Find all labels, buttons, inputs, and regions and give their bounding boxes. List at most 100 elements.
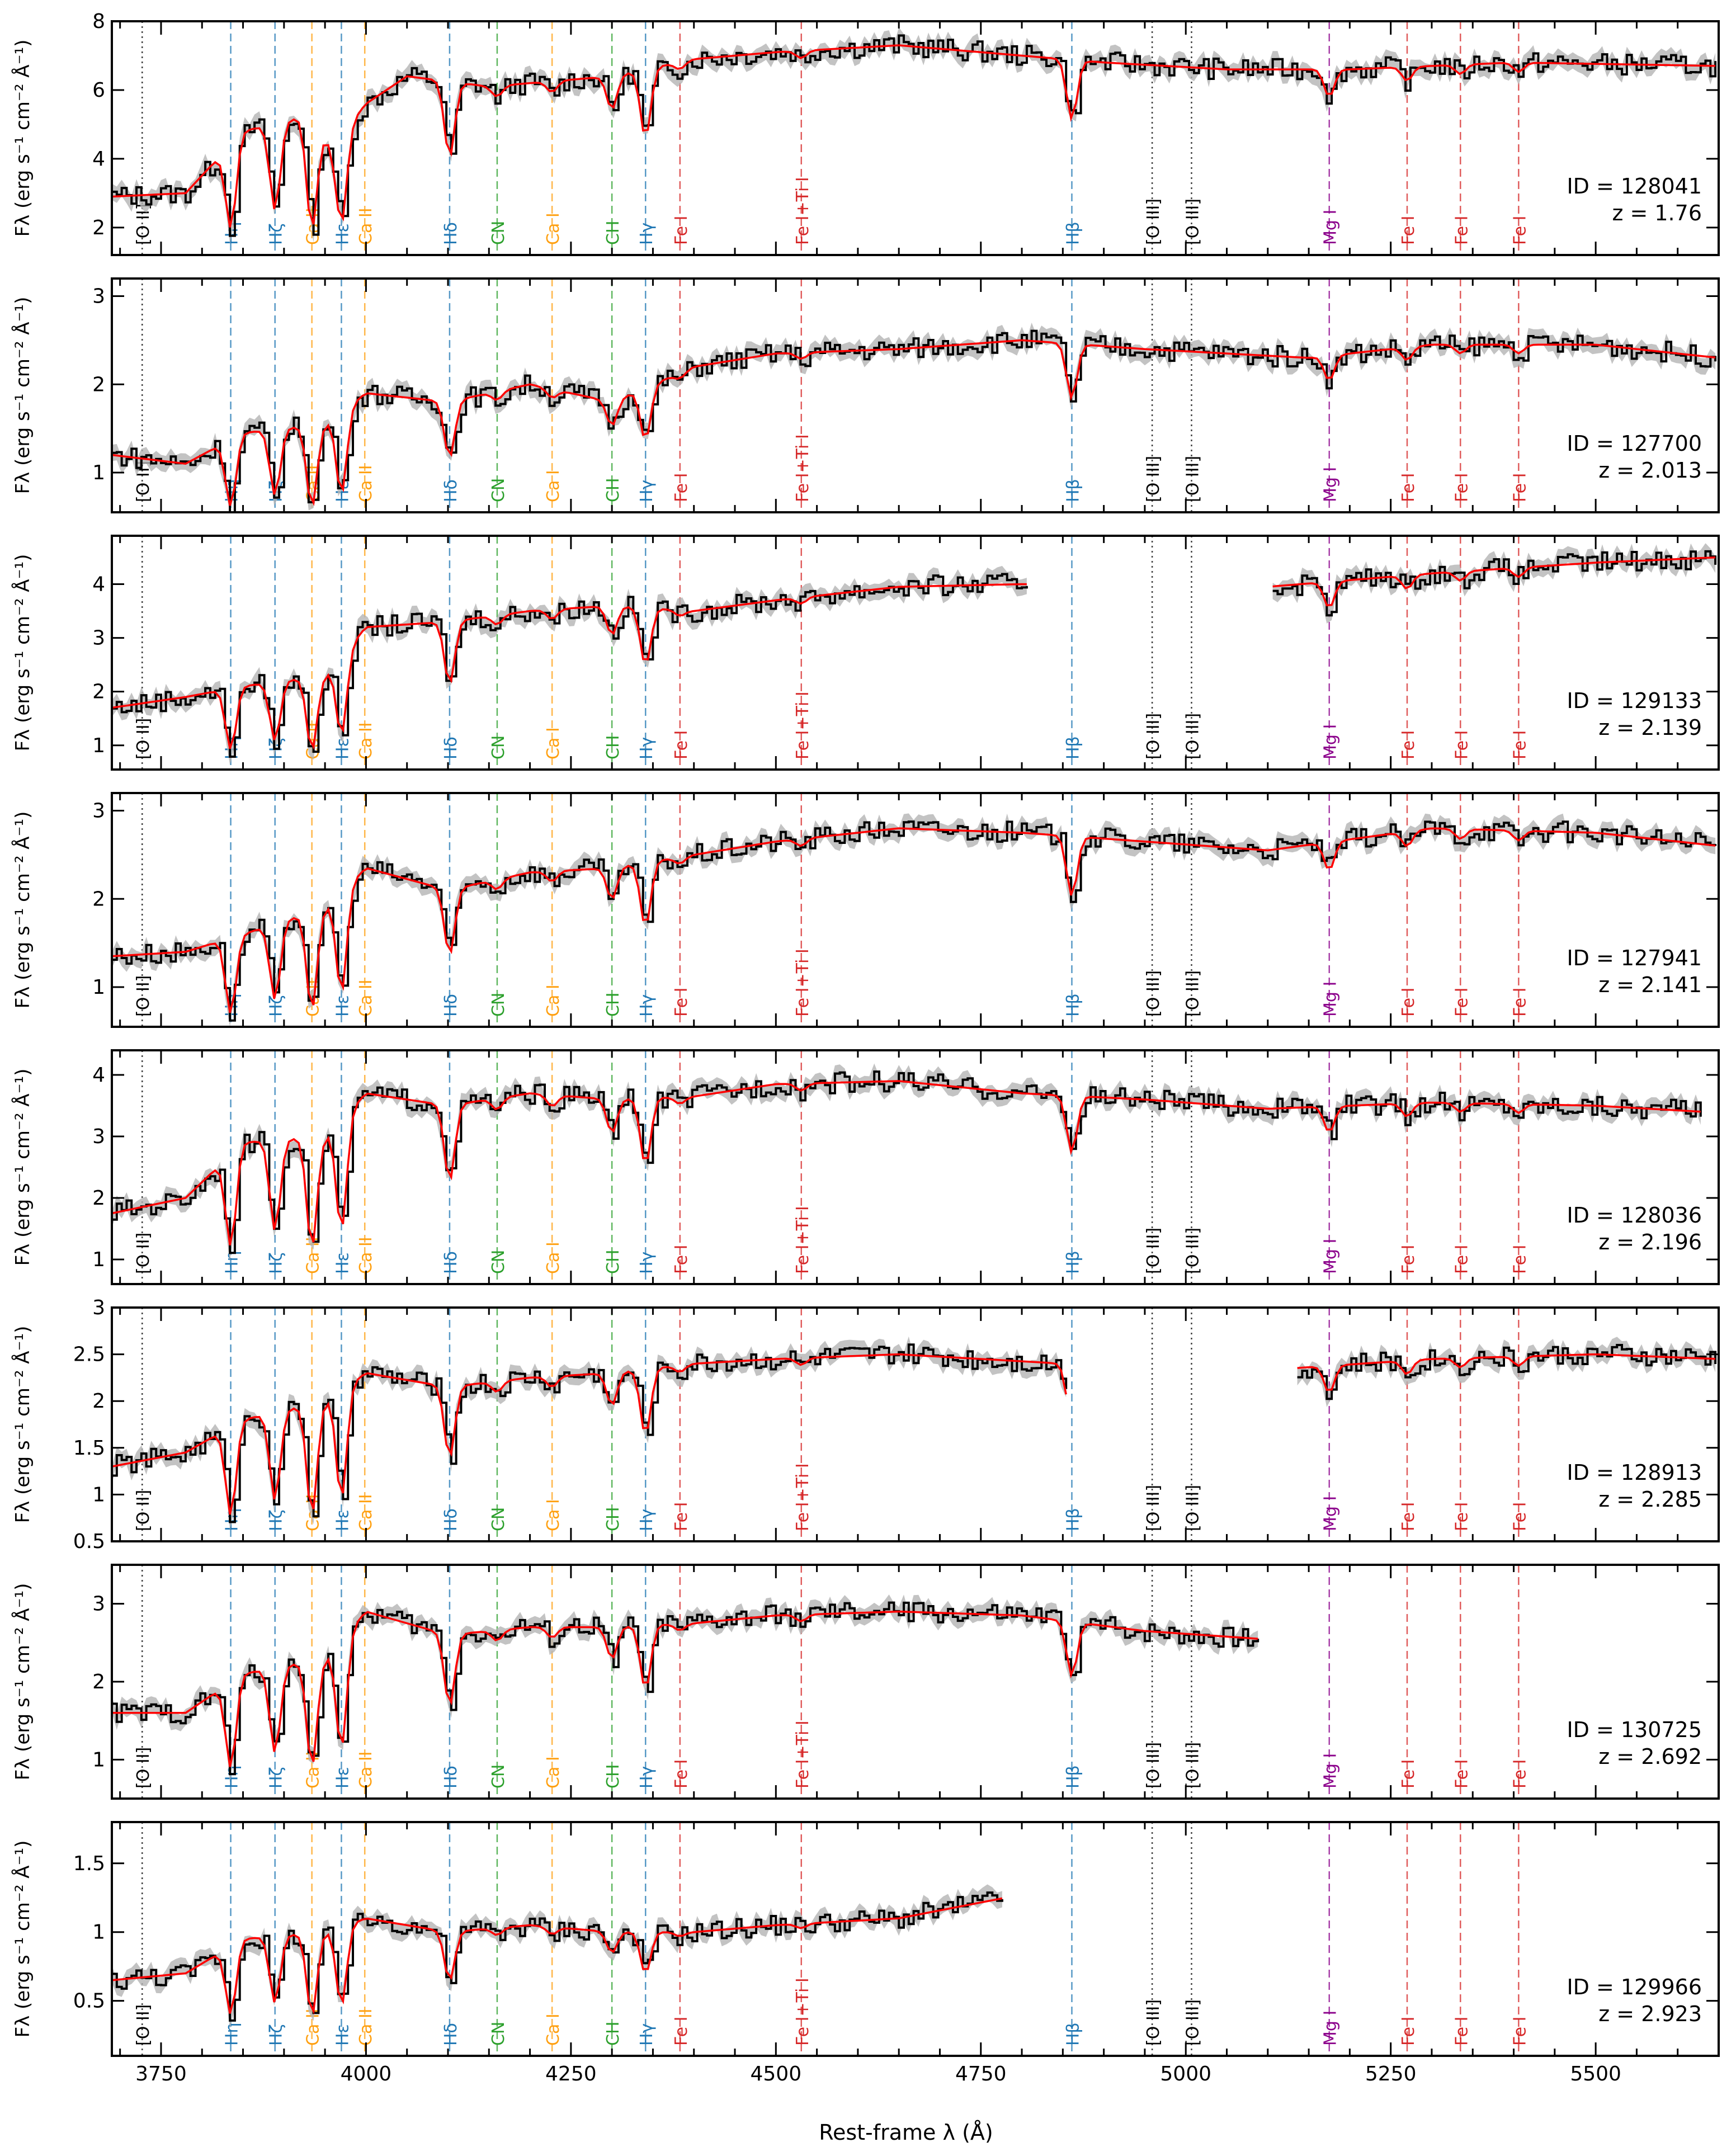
galaxy-id: ID = 128041 xyxy=(1567,174,1702,199)
y-tick-label: 4 xyxy=(92,148,105,171)
line-label: Hβ xyxy=(1063,1251,1083,1274)
line-label: Ca I xyxy=(544,470,563,502)
x-tick-label: 5000 xyxy=(1160,2063,1211,2085)
y-axis-label: Fλ (erg s⁻¹ cm⁻² Å⁻¹) xyxy=(11,1326,34,1523)
galaxy-id: ID = 127941 xyxy=(1567,946,1702,970)
y-tick-label: 2 xyxy=(92,681,105,704)
line-label: [O III] xyxy=(1144,970,1163,1017)
observed-spectrum xyxy=(112,573,1028,758)
line-label: Ca II xyxy=(356,1237,376,1274)
error-band xyxy=(112,1336,1067,1531)
line-label: Fe I xyxy=(1510,1502,1530,1531)
line-label: Hζ xyxy=(267,1252,286,1274)
observed-spectrum xyxy=(112,1343,1068,1523)
line-label: [O III] xyxy=(1183,713,1202,759)
line-label: Hγ xyxy=(637,994,657,1017)
line-label: Mg I xyxy=(1321,1496,1341,1531)
galaxy-id: ID = 129966 xyxy=(1567,1975,1702,1999)
x-tick-label: 5500 xyxy=(1570,2063,1621,2085)
y-tick-label: 1 xyxy=(92,976,105,999)
line-label: CN xyxy=(489,1507,508,1531)
line-label: Mg I xyxy=(1321,1239,1341,1274)
line-label: Ca I xyxy=(544,984,563,1017)
line-label: CH xyxy=(603,1507,623,1531)
line-label: Hβ xyxy=(1063,479,1083,502)
y-tick-label: 3 xyxy=(92,800,105,823)
panel-frame xyxy=(111,792,1720,1028)
y-axis-label: Fλ (erg s⁻¹ cm⁻² Å⁻¹) xyxy=(11,554,34,752)
line-label: Hδ xyxy=(441,222,461,245)
y-axis-label: Fλ (erg s⁻¹ cm⁻² Å⁻¹) xyxy=(11,297,34,494)
line-label: Fe I+Ti I xyxy=(793,434,813,502)
line-label: Fe I+Ti I xyxy=(793,949,813,1017)
line-label: Fe I xyxy=(1452,1502,1471,1531)
line-label: Mg I xyxy=(1321,982,1341,1017)
line-label: [O II] xyxy=(134,1747,153,1789)
line-label: Fe I+Ti I xyxy=(793,1978,813,2046)
line-label: [O III] xyxy=(1183,199,1202,245)
error-band xyxy=(1272,543,1716,624)
line-label: Hδ xyxy=(441,737,461,759)
line-label: Fe I xyxy=(1510,2017,1530,2046)
y-tick-label: 2 xyxy=(92,888,105,910)
y-tick-label: 2 xyxy=(92,1390,105,1413)
line-label: Hβ xyxy=(1063,993,1083,1017)
line-label: Hγ xyxy=(637,2023,657,2046)
line-label: Hβ xyxy=(1063,2022,1083,2046)
y-tick-label: 1 xyxy=(92,1248,105,1271)
y-tick-label: 3 xyxy=(92,1593,105,1616)
error-band xyxy=(112,27,1716,244)
line-label: [O II] xyxy=(134,1233,153,1274)
line-label: Hδ xyxy=(441,994,461,1017)
line-label: Fe I xyxy=(1510,473,1530,502)
panel-frame xyxy=(111,1821,1720,2057)
line-label: Fe I xyxy=(1399,730,1418,759)
line-label: Hγ xyxy=(637,1252,657,1274)
y-tick-label: 4 xyxy=(92,1064,105,1087)
y-tick-label: 3 xyxy=(92,285,105,308)
y-tick-label: 1.5 xyxy=(73,1437,105,1460)
line-label: Fe I xyxy=(672,1759,691,1789)
line-label: Fe I xyxy=(672,473,691,502)
line-label: Fe I xyxy=(1510,988,1530,1017)
y-tick-label: 2 xyxy=(92,216,105,239)
redshift: z = 2.013 xyxy=(1598,458,1702,483)
panel-frame xyxy=(111,1306,1720,1542)
line-label: Fe I+Ti I xyxy=(793,177,813,245)
line-label: Fe I+Ti I xyxy=(793,691,813,759)
line-label: Hβ xyxy=(1063,221,1083,245)
model-spectrum xyxy=(111,583,1027,750)
line-label: Hζ xyxy=(267,1509,286,1531)
line-label: Mg I xyxy=(1321,210,1341,245)
y-tick-label: 1 xyxy=(92,1483,105,1506)
y-tick-label: 3 xyxy=(92,1296,105,1319)
line-label: Hδ xyxy=(441,2023,461,2046)
model-spectrum xyxy=(111,1897,1003,2015)
y-tick-label: 6 xyxy=(92,79,105,102)
panel-frame xyxy=(111,1049,1720,1285)
redshift: z = 2.285 xyxy=(1598,1487,1702,1512)
redshift: z = 1.76 xyxy=(1612,201,1702,225)
line-label: Ca II xyxy=(356,2008,376,2046)
line-label: Fe I xyxy=(1452,2017,1471,2046)
x-axis-label: Rest-frame λ (Å) xyxy=(819,2120,993,2145)
line-label: Hε xyxy=(333,1509,352,1531)
line-label: [O III] xyxy=(1183,1485,1202,1531)
galaxy-id: ID = 130725 xyxy=(1567,1717,1702,1742)
line-label: Fe I xyxy=(1452,216,1471,245)
line-label: Fe I xyxy=(1399,988,1418,1017)
line-label: CN xyxy=(489,1764,508,1789)
line-label: Hγ xyxy=(637,1509,657,1531)
y-axis-label: Fλ (erg s⁻¹ cm⁻² Å⁻¹) xyxy=(11,1841,34,2038)
line-label: CN xyxy=(489,1250,508,1274)
y-tick-label: 8 xyxy=(92,10,105,33)
line-label: Fe I xyxy=(1399,473,1418,502)
line-label: Fe I xyxy=(672,2017,691,2046)
line-label: CN xyxy=(489,735,508,759)
x-tick-label: 4500 xyxy=(750,2063,801,2085)
observed-spectrum xyxy=(1272,550,1717,617)
